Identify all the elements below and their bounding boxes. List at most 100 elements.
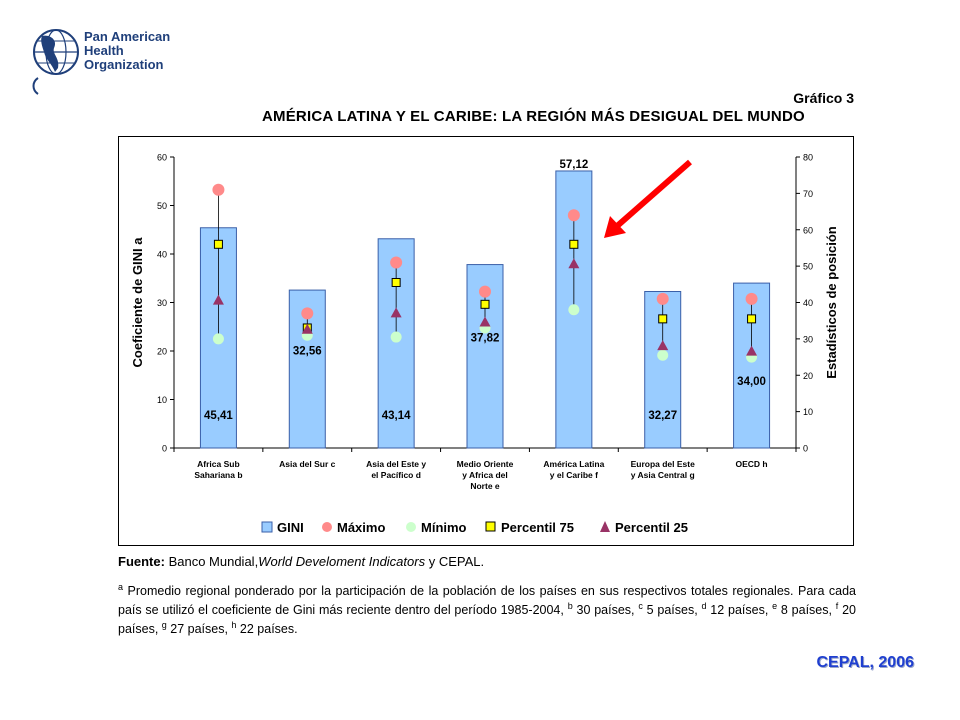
legend-entry: Percentil 25 [615,520,688,535]
globe-icon [32,29,79,95]
credit: CEPAL, 2006 [816,654,914,671]
logo-line-1: Pan American [84,29,171,44]
gini-data-label: 34,00 [737,376,766,388]
p75-point [658,314,668,324]
category-label: Africa Sub [197,459,240,469]
y-right-tick-label: 60 [803,225,813,235]
p25-point [479,316,491,327]
p25-point [390,307,402,318]
maximo-point [745,292,758,305]
category-label: Asia del Sur c [279,459,335,469]
p75-point [747,314,757,324]
source-line: Fuente: Banco Mundial,World Develoment I… [118,554,484,569]
footnote-count-marker: g [161,620,167,631]
gini-bar [377,238,415,449]
minimo-point [390,331,402,343]
legend-entry: Mínimo [421,520,467,535]
y-left-tick-label: 20 [157,347,167,357]
category-label: y el Caribe f [550,470,598,480]
logo-line-2: Health [84,43,124,58]
gini-data-label: 32,56 [293,345,322,357]
category-label: Asia del Este y [366,459,426,469]
y-left-tick-label: 40 [157,250,167,260]
footnote-count: 8 países, [777,603,836,618]
y-left-tick-label: 60 [157,153,167,163]
source-text-1: Banco Mundial, [164,554,259,569]
highlight-arrow-head [604,216,626,238]
legend-swatch-maximo [322,522,332,532]
p25-point [657,340,669,351]
footnotes: a Promedio regional ponderado por la par… [118,580,856,637]
p75-point [480,299,490,309]
chart-title: AMÉRICA LATINA Y EL CARIBE: LA REGIÓN MÁ… [262,108,805,125]
footnote-count-marker: f [835,601,839,612]
legend-swatch-p75 [485,521,496,532]
footnote-count: 12 países, [706,603,773,618]
footnote-count-marker: e [772,601,778,612]
gini-data-label: 37,82 [471,333,500,345]
category-label: Medio Oriente [457,459,514,469]
minimo-point [212,333,224,345]
category-label: Europa del Este [631,459,696,469]
maximo-point [567,209,580,222]
p25-point [746,345,758,356]
p75-point [391,277,401,287]
minimo-point [657,349,669,361]
footnote-count-marker: d [701,601,707,612]
legend-swatch-minimo [406,522,416,532]
footnote-count-marker: c [638,601,643,612]
source-text-2: y CEPAL. [425,554,485,569]
y-right-tick-label: 40 [803,298,813,308]
footnote-counts: b 30 países, c 5 países, d 12 países, e … [118,601,856,637]
logo-line-3: Organization [84,57,164,72]
footnote-count: 27 países, [166,622,232,637]
source-label: Fuente: [118,554,165,569]
y-right-tick-label: 50 [803,262,813,272]
gini-data-label: 45,41 [204,410,233,422]
legend-entry: Percentil 75 [501,520,574,535]
y-left-tick-label: 10 [157,395,167,405]
gini-data-label: 57,12 [559,159,588,171]
legend-entry: Máximo [337,520,385,535]
y-right-tick-label: 30 [803,334,813,344]
maximo-point [212,183,225,196]
category-label: Sahariana b [194,470,242,480]
p25-point [568,258,580,269]
y-right-tick-label: 10 [803,407,813,417]
maximo-point [390,256,403,269]
footnote-text: Promedio regional ponderado por la parti… [118,584,856,618]
p25-point [301,323,313,334]
y-right-tick-label: 70 [803,189,813,199]
minimo-point [568,304,580,316]
y-axis-right-label: Estadísticos de posición [824,226,839,378]
y-left-tick-label: 30 [157,298,167,308]
footnote-count-marker: h [231,620,237,631]
footnote-count: 22 países. [236,622,298,637]
maximo-point [656,292,669,305]
y-right-tick-label: 80 [803,153,813,163]
chart-frame [118,136,854,546]
footnote-count: 5 países, [642,603,702,618]
y-left-tick-label: 50 [157,201,167,211]
chart-number: Gráfico 3 [793,90,854,106]
y-right-tick-label: 0 [803,444,808,454]
y-left-tick-label: 0 [162,444,167,454]
gini-data-label: 32,27 [648,410,677,422]
footnote-count: 30 países, [572,603,639,618]
p75-point [213,239,223,249]
category-label: y Asia Central g [631,470,695,480]
y-right-tick-label: 20 [803,371,813,381]
highlight-arrow [614,159,692,230]
category-label: el Pacífico d [371,470,421,480]
source-italic: World Develoment Indicators [258,554,426,569]
category-label: América Latina [543,459,604,469]
category-label: OECD h [736,459,768,469]
footnote-marker: a [118,582,124,592]
legend-swatch-gini [261,521,273,533]
logo-text: Pan American Health Organization [84,30,170,72]
category-label: y Africa del [462,470,508,480]
legend-entry: GINI [277,520,304,535]
footnote-count: 20 países, [118,603,856,637]
footnote-count-marker: b [567,601,573,612]
gini-data-label: 43,14 [382,410,411,422]
